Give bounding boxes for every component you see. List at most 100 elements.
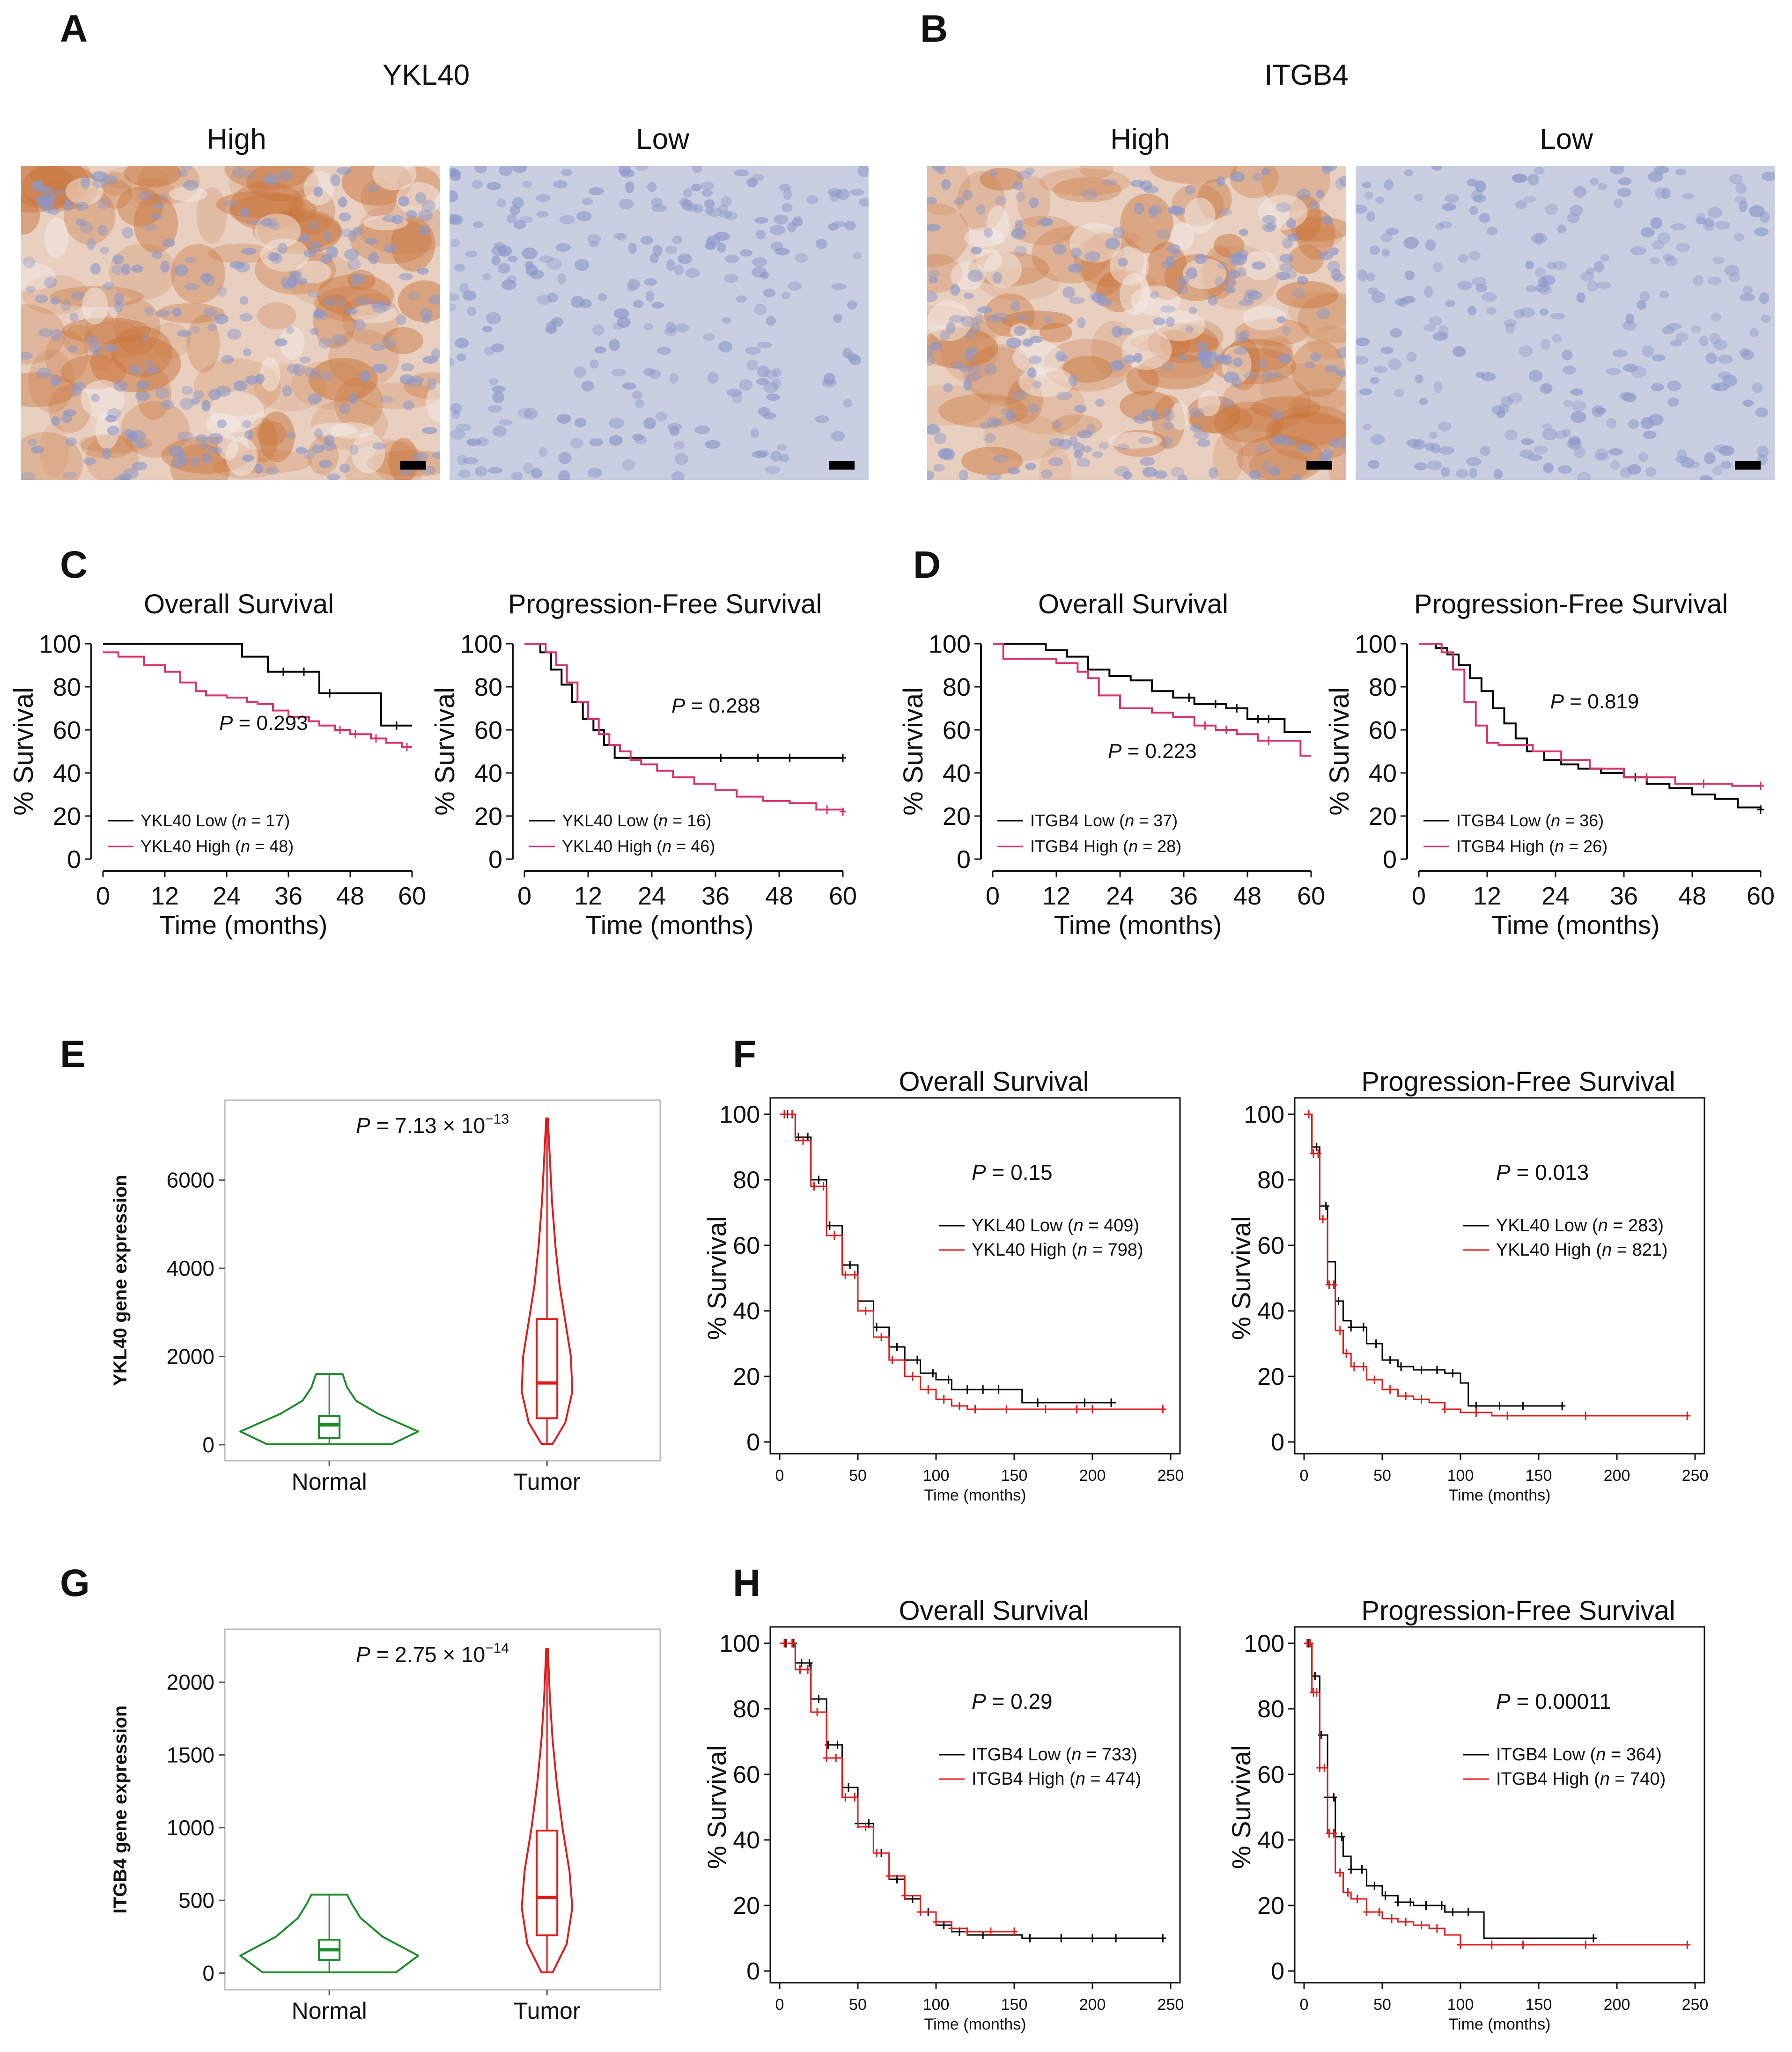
censor-mark (1363, 1908, 1370, 1916)
cell-nucleus (721, 196, 732, 207)
cell-nucleus (227, 328, 242, 340)
cell-nucleus (966, 347, 978, 355)
y-tick-label: 40 (943, 759, 971, 787)
cell-nucleus (1429, 431, 1438, 439)
censor-mark (1398, 1362, 1405, 1371)
cell-nucleus (1468, 251, 1481, 261)
cell-nucleus (671, 471, 685, 480)
cell-nucleus (1091, 293, 1106, 303)
cell-nucleus (92, 343, 103, 355)
cell-nucleus (295, 447, 307, 454)
cell-nucleus (739, 249, 753, 257)
cell-nucleus (1069, 435, 1078, 447)
cell-nucleus (1508, 392, 1523, 404)
p-value: P = 0.288 (671, 694, 760, 717)
cell-nucleus (199, 441, 209, 449)
cell-nucleus (651, 302, 664, 309)
cell-nucleus (114, 301, 124, 313)
cell-nucleus (1388, 358, 1401, 370)
cell-nucleus (1625, 313, 1635, 324)
cell-nucleus (1486, 307, 1497, 315)
cell-nucleus (351, 273, 367, 284)
cell-nucleus (1026, 403, 1040, 414)
cell-nucleus (977, 306, 993, 314)
cell-nucleus (1663, 253, 1674, 262)
cell-nucleus (368, 252, 379, 265)
cell-nucleus (1197, 342, 1208, 351)
cell-nucleus (1274, 435, 1290, 445)
cell-nucleus (940, 331, 950, 341)
ihc-image-itgb4-low (1356, 166, 1775, 480)
cell-nucleus (1356, 355, 1369, 365)
cell-nucleus (1230, 171, 1246, 182)
cell-nucleus (506, 214, 517, 224)
survival-curve-high (1304, 1642, 1688, 1946)
censor-mark (781, 1639, 788, 1647)
cell-nucleus (1318, 251, 1334, 260)
cell-nucleus (647, 182, 657, 192)
cell-nucleus (472, 221, 484, 228)
censor-mark (1335, 1297, 1342, 1305)
cell-nucleus (927, 269, 940, 279)
x-tick-label: 100 (923, 1996, 950, 2014)
stain-region (1039, 168, 1130, 196)
cell-nucleus (184, 256, 196, 264)
censor-mark (1159, 1934, 1166, 1942)
cell-nucleus (1118, 257, 1128, 267)
cell-nucleus (1431, 166, 1442, 171)
cell-nucleus (1226, 270, 1240, 279)
cell-nucleus (1407, 439, 1420, 448)
cell-nucleus (30, 446, 44, 454)
cell-nucleus (1262, 223, 1276, 232)
cell-nucleus (678, 253, 692, 265)
cell-nucleus (538, 447, 547, 457)
cell-nucleus (1622, 321, 1637, 331)
cell-nucleus (178, 456, 190, 465)
micrograph-texture (1356, 166, 1775, 480)
cell-nucleus (590, 359, 599, 369)
cell-nucleus (666, 259, 675, 271)
cell-nucleus (1475, 284, 1487, 293)
cell-nucleus (1473, 194, 1487, 203)
cell-nucleus (492, 391, 505, 404)
cell-nucleus (1262, 370, 1273, 382)
cell-nucleus (831, 283, 847, 290)
stain-region (229, 166, 270, 202)
censor-mark (964, 1927, 971, 1936)
cell-nucleus (339, 228, 355, 237)
stain-region (961, 447, 1023, 476)
cell-nucleus (1609, 166, 1625, 175)
cell-nucleus (1577, 471, 1591, 480)
cell-nucleus (1380, 346, 1394, 354)
chart-h-progression-free-survival: Progression-Free Survival 0 20 40 60 80 100 0 50… (1226, 1596, 1708, 2033)
stain-region (216, 191, 303, 218)
cell-nucleus (1027, 367, 1037, 378)
censor-mark (1011, 1927, 1018, 1936)
cell-nucleus (307, 393, 322, 405)
x-axis-label: Time (months) (1449, 2015, 1551, 2033)
cell-nucleus (665, 321, 676, 334)
stroma-gap (372, 166, 417, 191)
censor-mark (1344, 1888, 1351, 1897)
cell-nucleus (992, 272, 1003, 284)
censor-mark (789, 1639, 796, 1647)
cell-nucleus (1433, 262, 1443, 272)
censor-mark (1376, 1908, 1383, 1916)
p-value: P = 0.15 (972, 1160, 1053, 1184)
cell-nucleus (154, 202, 165, 209)
cell-nucleus (827, 188, 842, 197)
cell-nucleus (1053, 420, 1062, 428)
cell-nucleus (466, 307, 477, 316)
cell-nucleus (718, 204, 729, 213)
x-tick-label: Normal (292, 1469, 367, 1495)
stroma-gap (44, 218, 68, 258)
cell-nucleus (1287, 233, 1299, 242)
cell-nucleus (581, 381, 594, 391)
cell-nucleus (140, 334, 150, 342)
stain-region (229, 194, 317, 227)
cell-nucleus (349, 444, 359, 455)
cell-nucleus (1553, 261, 1567, 270)
cell-nucleus (105, 344, 118, 353)
legend-entry: YKL40 High (n = 798) (972, 1240, 1143, 1260)
y-tick-label: 80 (1257, 1696, 1284, 1723)
